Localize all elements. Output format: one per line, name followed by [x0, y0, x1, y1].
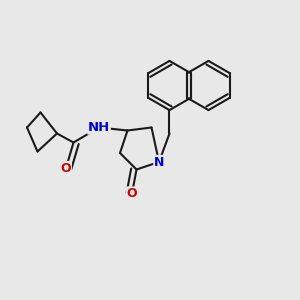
- Text: O: O: [61, 161, 71, 175]
- Text: N: N: [154, 155, 164, 169]
- Text: O: O: [127, 187, 137, 200]
- Text: NH: NH: [88, 121, 110, 134]
